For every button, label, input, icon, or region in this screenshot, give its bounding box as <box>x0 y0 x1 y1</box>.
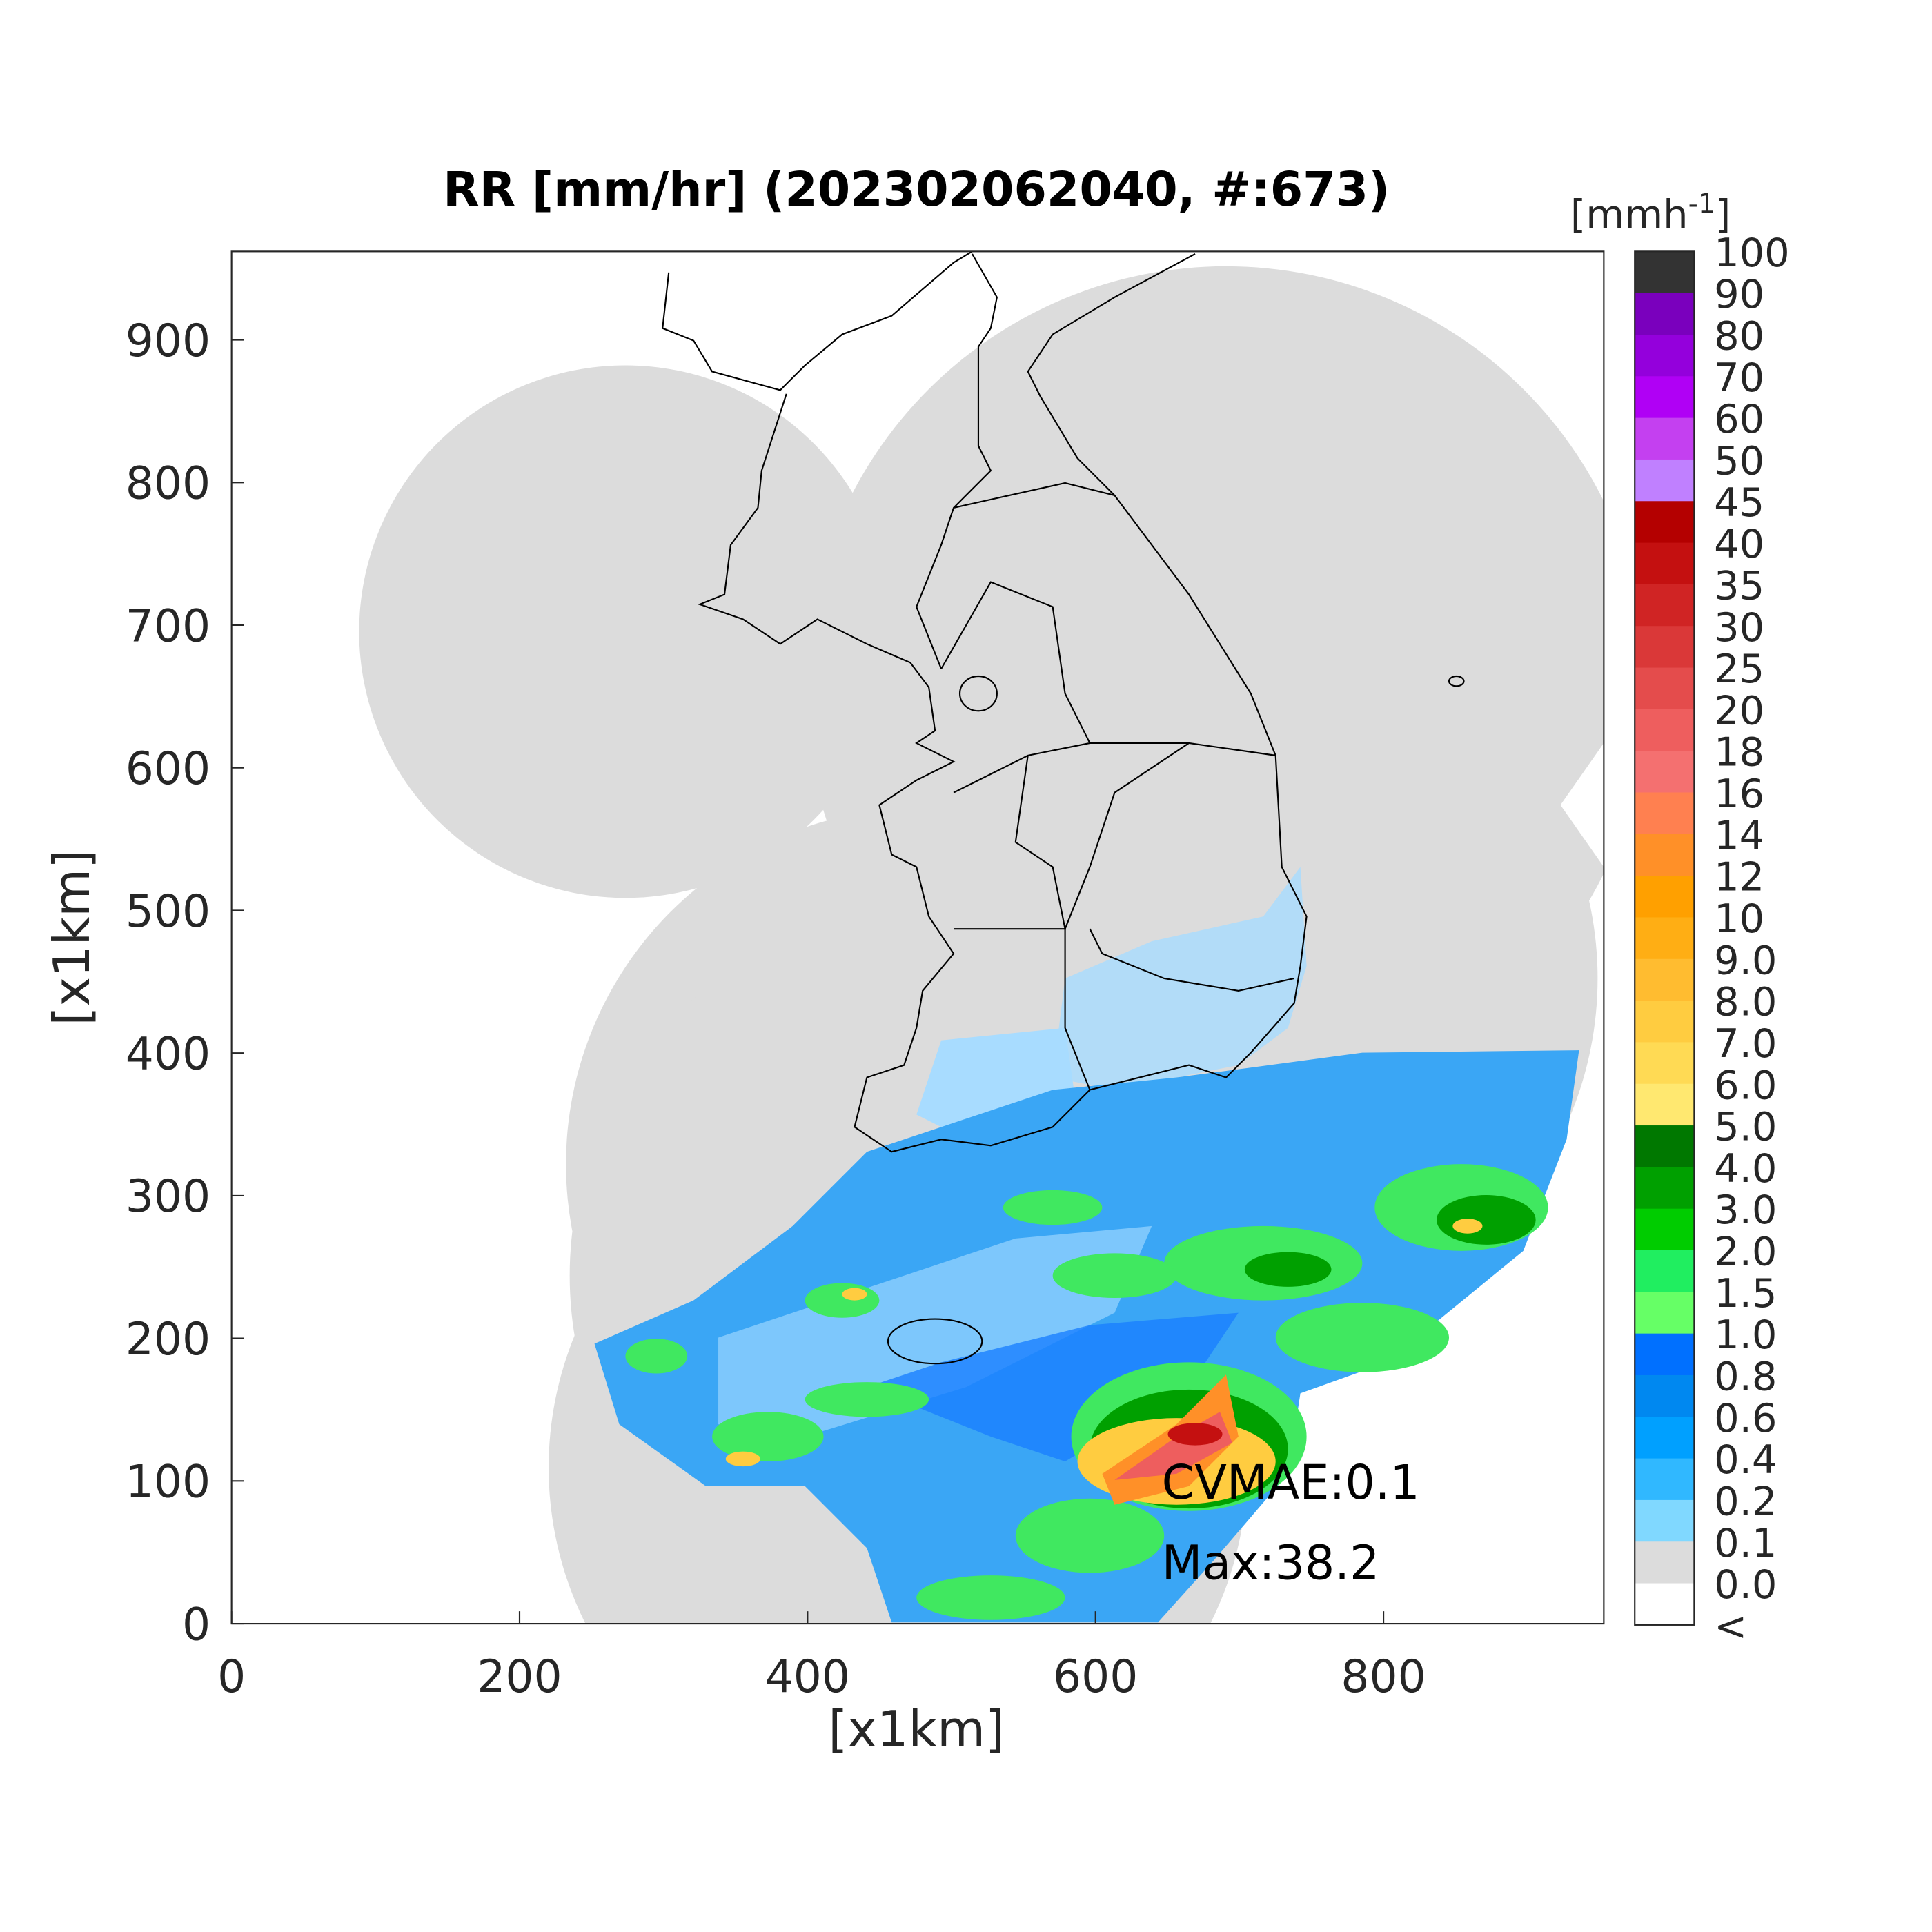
colorbar-segment <box>1635 542 1695 585</box>
colorbar-label: 0.8 <box>1714 1353 1777 1399</box>
colorbar-segment <box>1635 1000 1695 1043</box>
x-tick-label: 600 <box>1053 1651 1138 1703</box>
x-tick-label: 200 <box>477 1651 562 1703</box>
colorbar-segment <box>1635 1541 1695 1584</box>
y-axis-label: [x1km] <box>43 849 101 1026</box>
colorbar-segment <box>1635 958 1695 1001</box>
colorbar-segment <box>1635 876 1695 918</box>
colorbar-segment <box>1635 334 1695 377</box>
precipitation <box>594 867 1579 1623</box>
colorbar-label: 0.1 <box>1714 1520 1777 1566</box>
colorbar-label: 70 <box>1714 355 1764 401</box>
colorbar-segment <box>1635 459 1695 502</box>
colorbar-label: 50 <box>1714 437 1764 484</box>
x-axis-label: [x1km] <box>828 1700 1005 1758</box>
colorbar-label: 14 <box>1714 812 1764 858</box>
colorbar-unit-exponent: -1 <box>1688 188 1715 220</box>
plot-frame <box>230 250 1605 1625</box>
colorbar-label: 7.0 <box>1714 1021 1777 1067</box>
annotation: CVMAE:0.1 <box>1162 1456 1420 1510</box>
colorbar-label: 45 <box>1714 480 1764 526</box>
colorbar-label: 30 <box>1714 604 1764 651</box>
colorbar-label: 0.2 <box>1714 1478 1777 1524</box>
colorbar-label: 5.0 <box>1714 1104 1777 1150</box>
colorbar-label: < <box>1714 1603 1747 1649</box>
colorbar-segment <box>1635 1458 1695 1501</box>
colorbar-label: 35 <box>1714 562 1764 609</box>
colorbar-unit-close: ] <box>1715 191 1731 237</box>
colorbar-label: 9.0 <box>1714 937 1777 983</box>
colorbar-label: 10 <box>1714 896 1764 942</box>
colorbar-segment <box>1635 1333 1695 1376</box>
colorbar-label: 1.0 <box>1714 1312 1777 1358</box>
x-tick-label: 400 <box>765 1651 850 1703</box>
colorbar-segment <box>1635 1083 1695 1126</box>
y-tick-label: 300 <box>126 1171 210 1223</box>
colorbar-label: 12 <box>1714 854 1764 900</box>
y-tick-label: 600 <box>126 743 210 795</box>
y-tick-label: 900 <box>126 315 210 367</box>
colorbar-label: 8.0 <box>1714 979 1777 1025</box>
colorbar-label: 0.0 <box>1714 1561 1777 1608</box>
colorbar-segment <box>1635 667 1695 710</box>
colorbar-segment <box>1635 376 1695 419</box>
colorbar-segment <box>1635 1125 1695 1168</box>
colorbar-label: 1.5 <box>1714 1270 1777 1317</box>
y-tick-label: 100 <box>126 1457 210 1508</box>
colorbar-segment <box>1635 1250 1695 1293</box>
colorbar-unit-base: [mmh <box>1570 191 1688 237</box>
colorbar-label: 4.0 <box>1714 1145 1777 1192</box>
y-tick-label: 0 <box>182 1599 210 1650</box>
coverage-gap <box>1560 742 1604 867</box>
colorbar-segment <box>1635 1417 1695 1459</box>
colorbar-segment <box>1635 1208 1695 1251</box>
colorbar-segment <box>1635 792 1695 835</box>
colorbar-label: 25 <box>1714 646 1764 692</box>
colorbar-segment <box>1635 293 1695 335</box>
colorbar-label: 6.0 <box>1714 1062 1777 1108</box>
x-tick-label: 800 <box>1341 1651 1426 1703</box>
colorbar-segment <box>1635 626 1695 669</box>
colorbar-label: 80 <box>1714 313 1764 359</box>
colorbar-segment <box>1635 917 1695 960</box>
colorbar-segment <box>1635 1042 1695 1085</box>
colorbar-unit: [mmh-1] <box>1570 188 1731 238</box>
colorbar-label: 100 <box>1714 230 1790 276</box>
colorbar-segment <box>1635 1292 1695 1334</box>
colorbar-label: 18 <box>1714 729 1764 776</box>
colorbar-segment <box>1635 417 1695 460</box>
colorbar-segment <box>1635 834 1695 877</box>
colorbar-segment <box>1635 1583 1695 1626</box>
colorbar-label: 90 <box>1714 271 1764 317</box>
colorbar-segment <box>1635 251 1695 294</box>
y-tick-label: 200 <box>126 1314 210 1366</box>
colorbar-label: 20 <box>1714 687 1764 733</box>
colorbar-label: 2.0 <box>1714 1229 1777 1275</box>
colorbar-segment <box>1635 1167 1695 1210</box>
y-tick-label: 500 <box>126 886 210 938</box>
colorbar-segment <box>1635 584 1695 627</box>
colorbar-segment <box>1635 1499 1695 1543</box>
colorbar-segment <box>1635 1374 1695 1418</box>
colorbar-label: 40 <box>1714 521 1764 567</box>
colorbar-label: 60 <box>1714 396 1764 442</box>
colorbar-label: 0.4 <box>1714 1437 1777 1483</box>
colorbar-segment <box>1635 709 1695 752</box>
x-tick-label: 0 <box>217 1651 246 1703</box>
coastline <box>662 251 1465 1365</box>
title: RR [mm/hr] (202302062040, #:673) <box>443 163 1390 217</box>
colorbar-segment <box>1635 501 1695 544</box>
y-tick-label: 400 <box>126 1029 210 1081</box>
radar-map <box>359 251 1604 1624</box>
annotation: Max:38.2 <box>1162 1536 1380 1590</box>
colorbar-frame <box>1634 250 1695 1626</box>
y-tick-label: 700 <box>126 600 210 652</box>
colorbar-label: 3.0 <box>1714 1187 1777 1233</box>
colorbar-label: 16 <box>1714 771 1764 817</box>
colorbar-segment <box>1635 751 1695 793</box>
y-tick-label: 800 <box>126 458 210 510</box>
colorbar-label: 0.6 <box>1714 1395 1777 1441</box>
